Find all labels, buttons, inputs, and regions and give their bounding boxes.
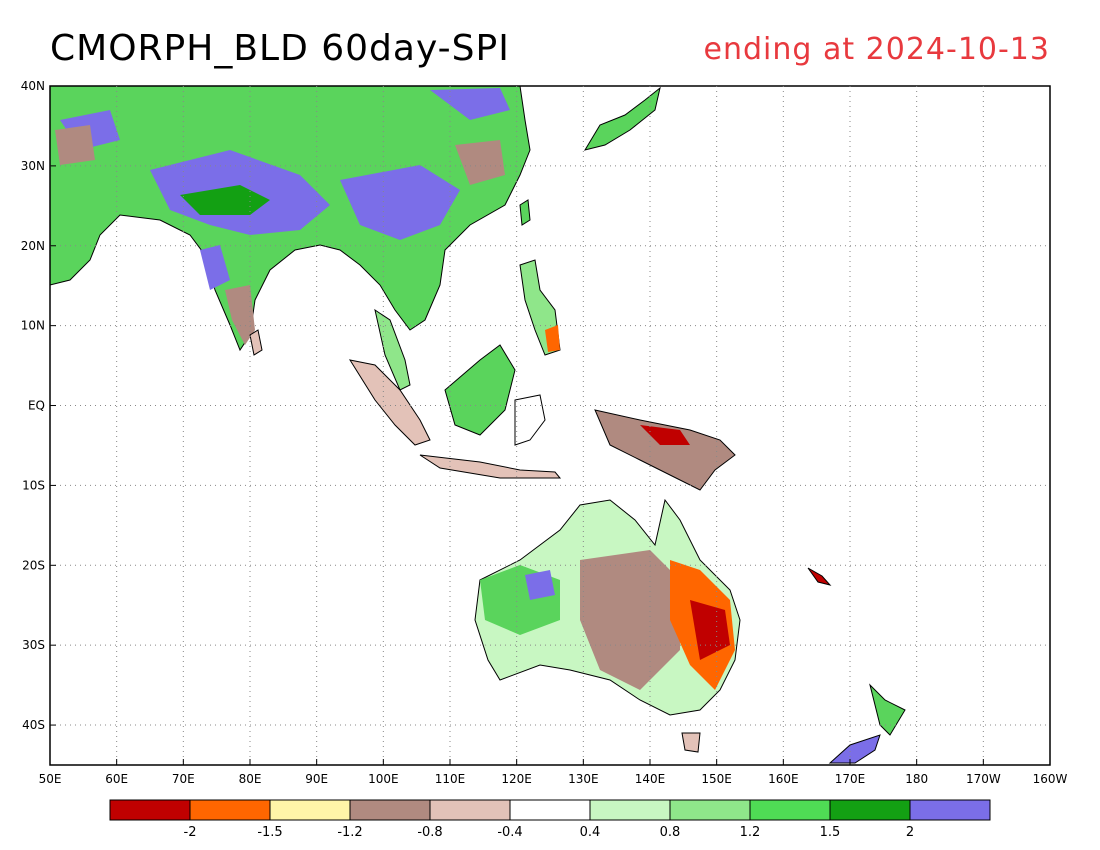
legend-label: -1.5 (257, 825, 282, 840)
new-guinea (594, 409, 736, 491)
sumatra (348, 359, 431, 446)
map-subtitle: ending at 2024-10-13 (703, 32, 1050, 67)
x-tick-label: 140E (635, 772, 666, 786)
malay-peninsula (374, 308, 411, 391)
new-zealand-north (869, 683, 906, 736)
legend-swatch (349, 799, 431, 821)
legend-swatch (669, 799, 751, 821)
y-tick-label: 40N (21, 79, 45, 93)
legend-label: -0.8 (417, 825, 442, 840)
x-tick-label: 80E (239, 772, 262, 786)
india-dry (225, 285, 255, 345)
legend-label: -0.4 (497, 825, 522, 840)
legend-label: 2 (906, 825, 914, 840)
sulawesi (514, 394, 546, 446)
asia-wet-patch-2 (340, 165, 460, 240)
legend-label: 0.4 (580, 825, 601, 840)
legend-swatch (909, 799, 991, 821)
legend-label: 0.8 (660, 825, 681, 840)
x-tick-label: 180 (905, 772, 928, 786)
x-axis-ticks: 50E 60E 70E 80E 90E 100E 110E 120E 130E 140E 150E 1… (39, 759, 1068, 786)
x-tick-label: 170E (835, 772, 866, 786)
x-tick-label: 160E (768, 772, 799, 786)
new-caledonia (807, 567, 832, 586)
legend-swatch (749, 799, 831, 821)
australia-dry-center (580, 550, 680, 690)
y-tick-label: EQ (28, 399, 45, 413)
legend-swatch (189, 799, 271, 821)
philippines-dry (545, 325, 560, 352)
sri-lanka (249, 329, 263, 356)
grid-lines (50, 86, 1050, 765)
new-zealand-south (828, 734, 881, 764)
y-tick-label: 10N (21, 319, 45, 333)
y-axis-ticks: 40N 30N 20N 10N EQ 10S 20S 30S 40S (21, 79, 56, 732)
x-tick-label: 60E (105, 772, 128, 786)
x-tick-label: 130E (568, 772, 599, 786)
new-guinea-dry (640, 425, 690, 445)
y-tick-label: 20S (22, 558, 45, 572)
x-tick-label: 150E (701, 772, 732, 786)
legend-swatch (829, 799, 911, 821)
asia-wet-patch-5 (200, 245, 230, 290)
x-tick-label: 90E (305, 772, 328, 786)
map-title: CMORPH_BLD 60day-SPI (50, 28, 510, 69)
land-regions (49, 85, 906, 764)
y-tick-label: 20N (21, 239, 45, 253)
x-tick-label: 70E (172, 772, 195, 786)
japan (583, 86, 661, 151)
y-tick-label: 40S (22, 718, 45, 732)
y-tick-label: 10S (22, 478, 45, 492)
x-tick-label: 50E (39, 772, 62, 786)
legend-label: 1.5 (820, 825, 841, 840)
y-tick-label: 30N (21, 159, 45, 173)
legend-swatch (269, 799, 351, 821)
x-tick-label: 170W (966, 772, 1001, 786)
arabia-dry (55, 125, 95, 165)
legend-swatch (509, 799, 591, 821)
y-tick-label: 30S (22, 638, 45, 652)
china-dry (455, 140, 505, 185)
color-legend: -2 -1.5 -1.2 -0.8 -0.4 0.4 0.8 1.2 1.5 2 (109, 799, 991, 840)
legend-label: -1.2 (337, 825, 362, 840)
legend-swatch (589, 799, 671, 821)
x-tick-label: 110E (435, 772, 466, 786)
taiwan (519, 199, 531, 226)
borneo (444, 344, 516, 436)
legend-label: -2 (184, 825, 197, 840)
legend-swatch (109, 799, 191, 821)
java (419, 454, 562, 479)
x-tick-label: 160W (1033, 772, 1068, 786)
australia-wet-patch (525, 570, 555, 600)
legend-swatch (429, 799, 511, 821)
legend-label: 1.2 (740, 825, 761, 840)
tasmania (681, 732, 701, 753)
map-frame (49, 85, 1051, 766)
x-tick-label: 120E (501, 772, 532, 786)
x-tick-label: 100E (368, 772, 399, 786)
asia-dark-green (180, 185, 270, 215)
